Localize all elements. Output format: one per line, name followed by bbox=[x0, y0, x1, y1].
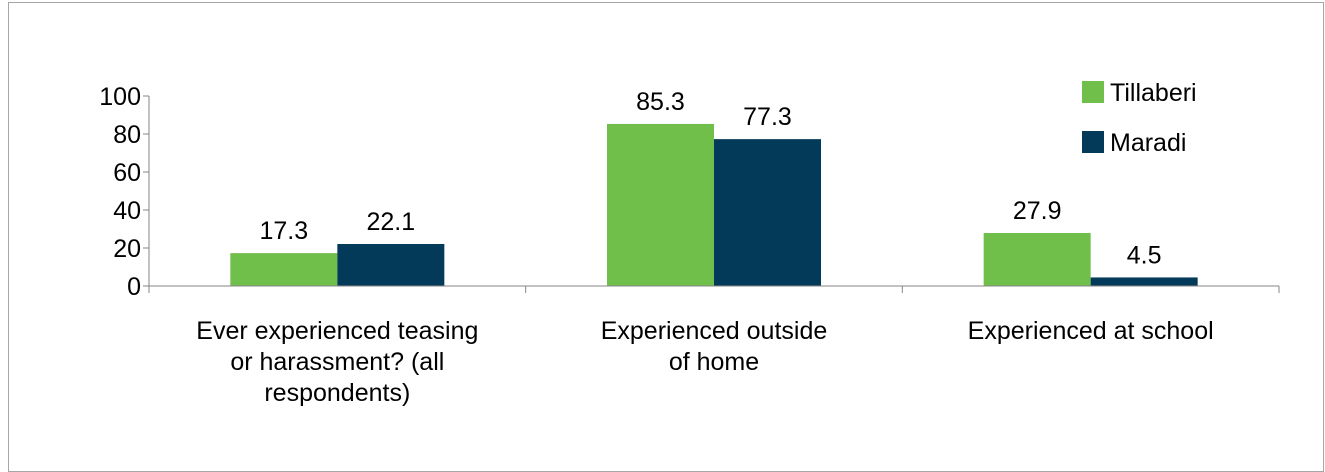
category-label: Experienced at school bbox=[968, 317, 1214, 345]
legend-swatch-maradi bbox=[1082, 131, 1104, 153]
data-label: 17.3 bbox=[259, 217, 308, 245]
y-tick-label: 60 bbox=[113, 159, 141, 187]
data-label: 85.3 bbox=[636, 88, 685, 116]
category-label-line: respondents) bbox=[264, 379, 410, 407]
bar-tillaberi-1 bbox=[607, 123, 714, 287]
category-label-line: of home bbox=[669, 348, 759, 376]
data-label: 4.5 bbox=[1127, 241, 1162, 269]
bar-maradi-1 bbox=[714, 139, 821, 286]
category-label-line: Ever experienced teasing bbox=[196, 317, 478, 345]
bar-maradi-2 bbox=[1090, 277, 1198, 286]
category-label-line: or harassment? (all bbox=[230, 348, 444, 376]
chart-frame: 17.3 85.3 27.9 22.1 77.3 4.5 0 20 40 60 80 100 Ever … bbox=[8, 2, 1324, 472]
bar-tillaberi-2 bbox=[983, 232, 1091, 286]
data-label: 22.1 bbox=[366, 208, 415, 236]
y-tick-label: 100 bbox=[99, 83, 141, 111]
legend-swatch-tillaberi bbox=[1082, 81, 1104, 103]
legend-label-tillaberi: Tillaberi bbox=[1110, 79, 1197, 107]
bar-tillaberi-0 bbox=[230, 253, 338, 286]
category-label: Experienced outside of home bbox=[601, 317, 828, 376]
bar-maradi-0 bbox=[337, 244, 445, 286]
data-label: 27.9 bbox=[1013, 197, 1062, 225]
y-tick-label: 0 bbox=[127, 273, 141, 301]
category-label-line: Experienced outside bbox=[601, 317, 828, 345]
y-tick-label: 40 bbox=[113, 197, 141, 225]
category-label: Ever experienced teasing or harassment? (… bbox=[196, 317, 478, 407]
y-tick-label: 20 bbox=[113, 235, 141, 263]
y-tick-label: 80 bbox=[113, 121, 141, 149]
category-label-line: Experienced at school bbox=[968, 317, 1214, 345]
legend-label-maradi: Maradi bbox=[1110, 129, 1186, 157]
bar-chart: 17.3 85.3 27.9 22.1 77.3 4.5 0 20 40 60 80 100 Ever … bbox=[99, 79, 1280, 407]
data-label: 77.3 bbox=[743, 103, 792, 131]
